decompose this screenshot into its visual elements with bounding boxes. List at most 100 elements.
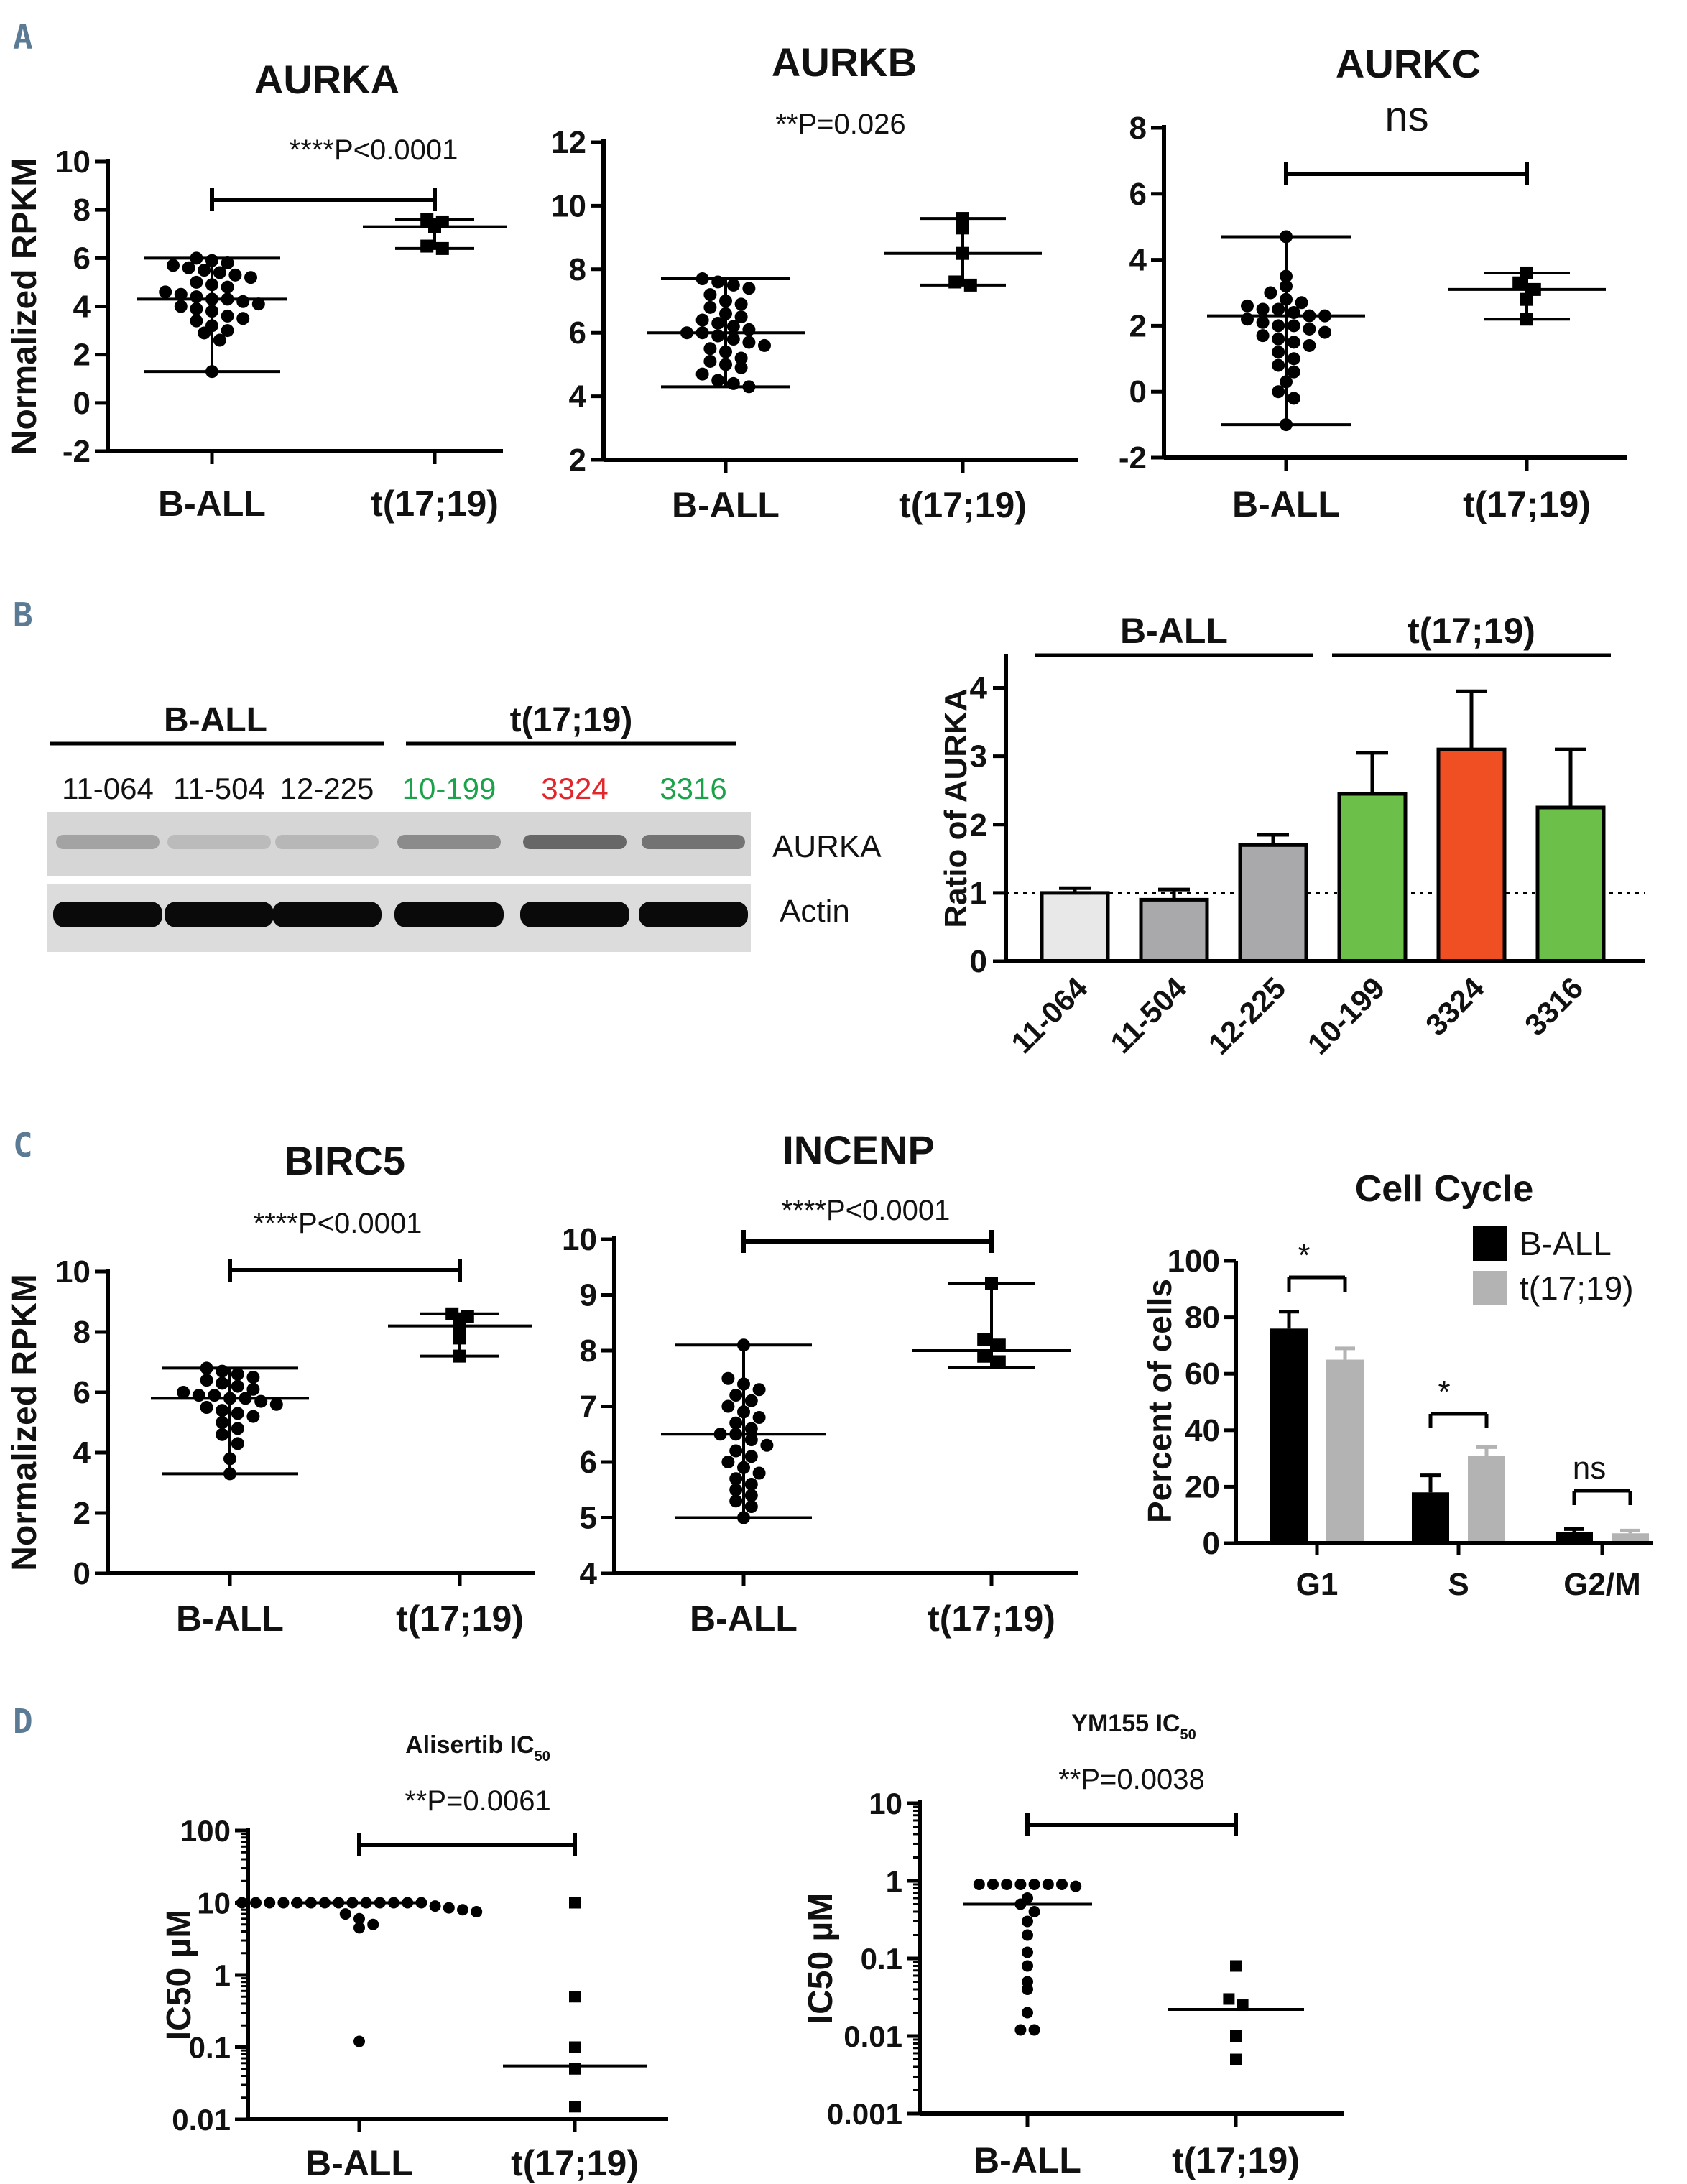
- ym155-data-point-square: [1230, 2030, 1242, 2042]
- ym155-data-point-square: [1230, 2053, 1242, 2065]
- aurkb-data-point: [703, 288, 717, 302]
- aurkc-category-label: B-ALL: [1232, 484, 1340, 524]
- aurka-data-point: [251, 297, 265, 311]
- birc5-data-point: [231, 1367, 244, 1381]
- birc5-y-tick-label: 6: [73, 1375, 91, 1410]
- cellcycle-bar-B-ALL-G2/M: [1556, 1532, 1593, 1543]
- aurkc-data-point: [1318, 309, 1331, 323]
- cellcycle-bar-t(17;19)-S: [1468, 1456, 1505, 1543]
- aurka-data-point: [174, 300, 188, 313]
- aurkc-category-label: t(17;19): [1463, 484, 1591, 524]
- chart-cell-cycle: 0 20 40 60 80 100 G1 S G2/M Cell Cycle Percent of …: [1141, 1168, 1653, 1602]
- incenp-data-point: [744, 1433, 758, 1446]
- birc5-data-point: [239, 1392, 252, 1405]
- aurka-data-point: [236, 295, 250, 308]
- aurka-data-point: [190, 314, 203, 328]
- aurka-data-point-square: [435, 241, 449, 255]
- incenp-data-point: [721, 1456, 735, 1468]
- birc5-data-point: [231, 1379, 244, 1393]
- aurka-data-point: [236, 312, 250, 325]
- ym155-data-point: [1014, 2024, 1027, 2036]
- incenp-category-label: B-ALL: [690, 1598, 798, 1639]
- aurkc-data-point-square: [1527, 282, 1541, 296]
- birc5-data-point: [269, 1397, 283, 1411]
- aurka-data-point: [213, 333, 226, 347]
- birc5-data-point: [231, 1422, 244, 1435]
- aurkb-data-point: [734, 310, 748, 324]
- alisertib-data-point: [457, 1904, 468, 1916]
- alisertib-data-point: [236, 1897, 248, 1909]
- ym155-title-subscript: 50: [1180, 1727, 1196, 1743]
- alisertib-y-tick-label: 10: [197, 1887, 231, 1920]
- aurkb-data-point-square: [963, 278, 977, 292]
- birc5-data-point: [246, 1382, 260, 1396]
- birc5-data-point: [200, 1374, 213, 1387]
- ratio-bar-11-064: [1040, 891, 1110, 963]
- alisertib-data-point-square: [569, 1991, 581, 2003]
- aurkc-data-point: [1287, 392, 1300, 405]
- ym155-data-point: [1028, 2024, 1040, 2036]
- aurkc-data-point: [1295, 296, 1308, 310]
- ym155-data-point: [1022, 2007, 1033, 2019]
- ym155-data-point: [1022, 1983, 1033, 1995]
- incenp-data-point: [744, 1394, 758, 1407]
- panel-letter-c: C: [13, 1126, 33, 1165]
- ratio-group-label: t(17;19): [1408, 611, 1535, 651]
- birc5-data-point: [200, 1361, 213, 1375]
- ym155-category-label: B-ALL: [974, 2140, 1081, 2180]
- blot-lane-label: 12-225: [280, 772, 374, 805]
- aurkc-data-point: [1280, 292, 1293, 306]
- aurka-data-point: [228, 268, 242, 282]
- aurka-data-point: [198, 264, 211, 277]
- alisertib-data-point: [346, 1897, 359, 1909]
- ratio-y-tick-label: 3: [970, 739, 987, 774]
- incenp-data-point: [737, 1338, 750, 1352]
- incenp-y-tick-label: 7: [580, 1389, 597, 1425]
- aurkb-data-point: [726, 320, 740, 333]
- aurkb-y-tick-label: 8: [569, 252, 586, 287]
- aurkb-data-point: [695, 313, 709, 327]
- aurkc-data-point: [1272, 332, 1285, 346]
- aurkc-data-point: [1272, 358, 1285, 372]
- alisertib-data-point: [291, 1897, 303, 1909]
- aurkc-data-point-square: [1520, 292, 1533, 306]
- aurkb-category-label: t(17;19): [899, 485, 1027, 525]
- aurkc-data-point-square: [1512, 276, 1526, 290]
- ym155-data-point: [1014, 1898, 1027, 1910]
- aurkb-title: AURKB: [772, 40, 917, 85]
- alisertib-data-point: [305, 1897, 317, 1909]
- aurkb-data-point: [734, 351, 748, 365]
- aurkb-category-label: B-ALL: [672, 485, 780, 525]
- aurka-category-label: t(17;19): [371, 483, 499, 524]
- chart-aurkb: 2 4 6 8 10 12 B-ALL t(17;19) AURKB: [551, 40, 1078, 525]
- alisertib-data-point-square: [569, 2101, 581, 2113]
- incenp-data-point-square: [985, 1277, 998, 1290]
- aurka-y-tick-label: 4: [73, 290, 91, 325]
- aurkb-data-point: [703, 354, 717, 368]
- birc5-data-point: [216, 1404, 229, 1417]
- aurka-data-point: [221, 280, 234, 294]
- aurkb-data-point: [695, 326, 709, 340]
- birc5-data-point: [223, 1452, 236, 1466]
- alisertib-data-point: [353, 1912, 365, 1925]
- birc5-data-point: [223, 1392, 236, 1405]
- aurka-data-point: [221, 292, 234, 306]
- aurkb-data-point: [695, 367, 709, 381]
- birc5-y-tick-label: 0: [73, 1556, 91, 1591]
- aurkc-data-point: [1280, 418, 1293, 432]
- aurkc-title: AURKC: [1336, 41, 1481, 86]
- chart-incenp: 4 5 6 7 8 9 10 B-ALL t(17;19) INCENP: [562, 1127, 1078, 1639]
- aurkc-data-point: [1241, 313, 1254, 326]
- aurkc-data-point: [1303, 338, 1316, 352]
- incenp-data-point: [752, 1383, 766, 1397]
- birc5-data-point-square: [453, 1331, 466, 1345]
- alisertib-data-point: [402, 1897, 414, 1909]
- aurka-data-point: [205, 365, 218, 379]
- ratio-category-label: 11-504: [1104, 971, 1193, 1060]
- aurkc-y-tick-label: -2: [1119, 440, 1147, 476]
- ratio-bar-11-504: [1139, 897, 1209, 963]
- aurkb-data-point: [711, 316, 725, 330]
- aurkb-data-point-square: [948, 275, 962, 289]
- chart-ratio-of-aurka: 11-064 11-504 12-225 10-199 3324 3316 0 1 2 3 4Rat…: [938, 611, 1645, 1061]
- incenp-data-point: [737, 1377, 750, 1391]
